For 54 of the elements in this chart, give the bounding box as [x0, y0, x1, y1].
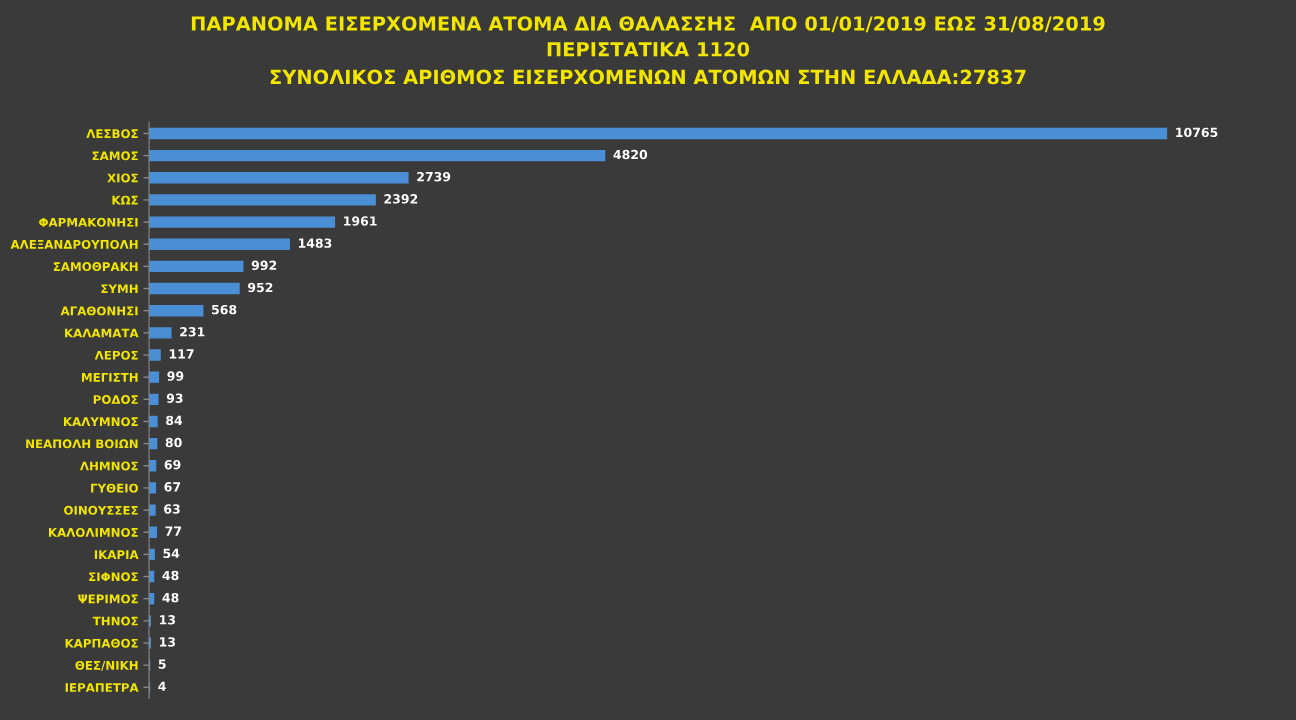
y-tick-label: ΣΑΜΟΣ [92, 151, 138, 161]
data-label: 99 [167, 371, 184, 381]
y-tick-label: ΚΑΛΟΛΙΜΝΟΣ [48, 527, 138, 537]
data-label: 48 [162, 570, 179, 581]
data-label: 2392 [384, 194, 418, 204]
data-label: 231 [180, 327, 205, 337]
data-label: 5 [158, 659, 166, 669]
data-label: 1961 [344, 216, 377, 226]
data-label: 1483 [298, 238, 332, 248]
data-label: 4820 [613, 149, 648, 160]
data-label: 48 [162, 592, 179, 603]
data-label: 67 [164, 482, 181, 492]
data-label: 13 [160, 615, 175, 625]
y-tick-label: ΦΑΡΜΑΚΟΝΗΣΙ [39, 217, 138, 227]
chart-subtitle: ΠΕΡΙΣΤΑΤΙΚΑ 1120 ΣΥΝΟΛΙΚΟΣ ΑΡΙΘΜΟΣ ΕΙΣΕΡΧΟΜΕΝΩΝ ΑΤΟΜΩΝ ΣΤΗΝ ΕΛΛΑΔΑ:27837 [270, 41, 1026, 85]
y-tick-label: ΝΕΑΠΟΛΗ ΒΟΙΩΝ [26, 439, 138, 449]
y-tick-label: ΧΙΟΣ [107, 173, 138, 183]
data-label: 568 [212, 304, 237, 315]
y-tick-label: ΤΗΝΟΣ [92, 616, 138, 626]
y-tick-label: ΚΑΡΠΑΘΟΣ [65, 638, 138, 648]
y-tick-label: ΘΕΣ/ΝΙΚΗ [75, 660, 138, 671]
y-tick-label: ΚΑΛΥΜΝΟΣ [64, 417, 138, 427]
y-tick-label: ΚΑΛΑΜΑΤΑ [65, 328, 139, 338]
y-tick-label: ΣΥΜΗ [101, 284, 138, 294]
data-label: 10765 [1176, 127, 1218, 138]
y-tick-label: ΛΕΡΟΣ [94, 350, 138, 360]
y-tick-label: ΣΙΦΝΟΣ [89, 572, 138, 582]
data-label: 952 [248, 282, 273, 293]
data-label: 77 [165, 526, 182, 536]
y-tick-label: ΛΗΜΝΟΣ [79, 461, 138, 471]
y-tick-label: ΚΩΣ [112, 195, 138, 205]
data-label: 13 [160, 637, 175, 647]
y-tick-label: ΡΟΔΟΣ [93, 395, 138, 404]
data-label: 54 [163, 548, 180, 559]
chart-title: ΠΑΡΑΝΟΜΑ ΕΙΣΕΡΧΟΜΕΝΑ ΑΤΟΜΑ ΔΙΑ ΘΑΛΑΣΣΗΣ ΑΠΟ 01/01/2019 ΕΩΣ 31/08/2019 [191, 16, 1105, 33]
y-tick-label: ΟΙΝΟΥΣΣΕΣ [64, 505, 138, 515]
data-label: 117 [169, 349, 194, 359]
data-label: 992 [251, 260, 277, 271]
y-tick-label: ΛΕΣΒΟΣ [86, 129, 138, 139]
y-tick-label: ΑΛΕΞΑΝΔΡΟΥΠΟΛΗ [10, 239, 138, 249]
data-label: 4 [158, 681, 166, 691]
y-tick-label: ΣΑΜΟΘΡΑΚΗ [53, 262, 138, 272]
y-tick-label: ΑΓΑΘΟΝΗΣΙ [60, 306, 138, 316]
y-tick-label: ΙΚΑΡΙΑ [94, 550, 139, 559]
y-tick-label: ΜΕΓΙΣΤΗ [81, 373, 138, 382]
data-label: 84 [166, 415, 183, 426]
data-label: 69 [164, 459, 181, 470]
data-label: 63 [164, 504, 180, 514]
y-tick-label: ΨΕΡΙΜΟΣ [78, 594, 138, 604]
data-label: 93 [166, 393, 183, 403]
data-label: 80 [165, 437, 182, 448]
data-label: 2739 [417, 171, 451, 182]
y-tick-label: ΓΥΘΕΙΟ [91, 483, 139, 493]
y-tick-label: ΙΕΡΑΠΕΤΡΑ [65, 683, 139, 692]
